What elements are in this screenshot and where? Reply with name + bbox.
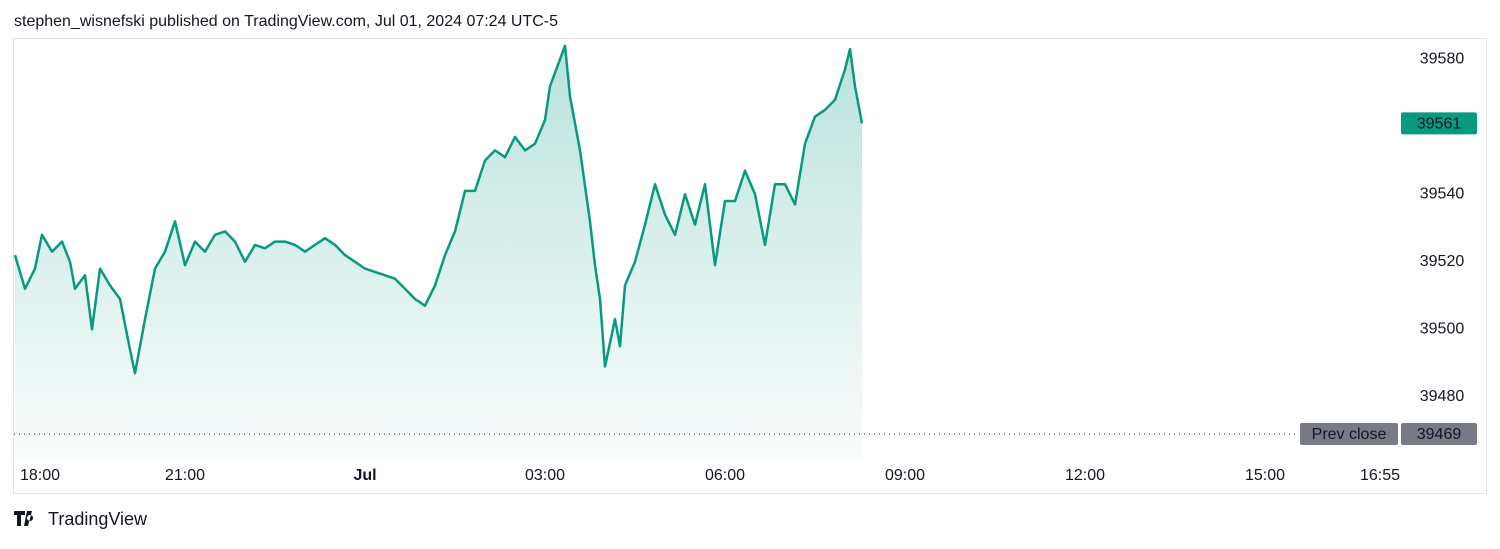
x-tick-label: 03:00 [525, 467, 565, 484]
last-price-tag [1401, 112, 1477, 135]
x-tick-label: 18:00 [20, 467, 60, 484]
x-tick-label: 09:00 [885, 467, 925, 484]
y-tick-label: 39580 [1420, 50, 1465, 67]
y-tick-label: 39480 [1420, 388, 1465, 405]
header: stephen_wisnefski published on TradingVi… [14, 13, 558, 30]
chart-frame [13, 38, 1487, 494]
x-tick-label: 12:00 [1065, 467, 1105, 484]
y-tick-label: 39540 [1420, 186, 1465, 203]
price-line [13, 44, 864, 375]
prev-close-value-tag [1401, 422, 1477, 445]
brand-logo [14, 511, 34, 526]
prev-close-label: Prev close [1312, 426, 1387, 443]
prev-close-tag [1300, 422, 1398, 445]
x-tick-label: 15:00 [1245, 467, 1285, 484]
x-tick-label: 16:55 [1360, 467, 1400, 484]
y-tick-label: 39500 [1420, 321, 1465, 338]
area-fill [15, 45, 862, 462]
y-tick-label: 39520 [1420, 253, 1465, 270]
x-tick-label: Jul [353, 467, 376, 484]
prev-close-value: 39469 [1417, 426, 1462, 443]
x-tick-label: 06:00 [705, 467, 745, 484]
last-price-label: 39561 [1417, 116, 1462, 133]
x-tick-label: 21:00 [165, 467, 205, 484]
brand: TradingView [48, 509, 148, 529]
